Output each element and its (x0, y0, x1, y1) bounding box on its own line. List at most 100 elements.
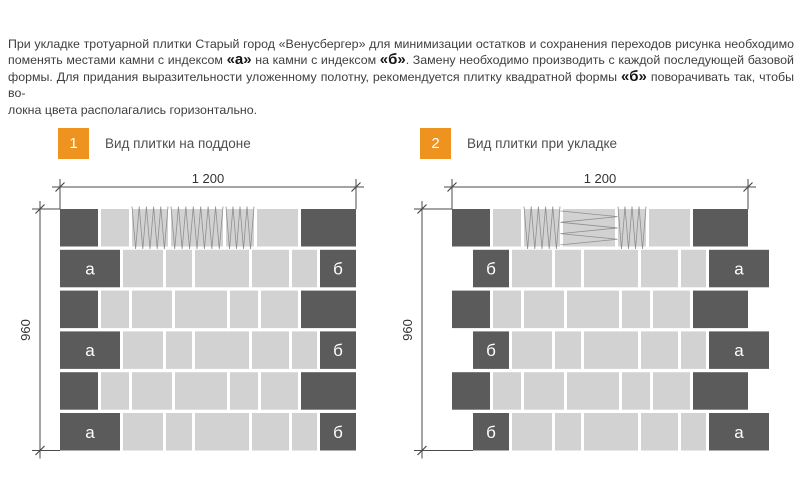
tile-light (653, 372, 690, 410)
tile-light (261, 290, 298, 329)
tile-light (171, 209, 223, 247)
tile-light (175, 372, 227, 410)
tile-dark (301, 209, 356, 247)
tile-b (320, 249, 356, 288)
tile-light (567, 290, 619, 329)
tile-a (60, 331, 120, 369)
tile-light (512, 413, 552, 451)
tile-light (622, 372, 650, 410)
tile-b (473, 331, 509, 369)
hatch-lines (560, 210, 618, 246)
tile-dark (693, 209, 748, 247)
section-2-title: Вид плитки при укладке (467, 136, 618, 151)
tile-label: а (734, 260, 744, 279)
tile-light (567, 372, 619, 410)
section-1-badge: 1 (58, 128, 89, 159)
tile-light (123, 249, 163, 288)
dimension-height-label: 960 (18, 319, 33, 341)
tile-light (618, 209, 646, 247)
tile-light (195, 331, 249, 369)
tile-light (555, 413, 581, 451)
tile-dark (60, 372, 98, 410)
tile-light (584, 249, 638, 288)
tile-light (681, 331, 706, 369)
tile-light (622, 290, 650, 329)
tile-light (101, 290, 129, 329)
intro-text-segment: . Замену необходимо производить с каждой… (405, 53, 794, 68)
intro-text-segment: поменять местами камни с индексом (8, 53, 227, 68)
intro-emphasis: «а» (226, 51, 252, 69)
tile-light (512, 249, 552, 288)
tile-b (320, 331, 356, 369)
tile-light (493, 290, 521, 329)
tile-label: б (486, 341, 496, 360)
tile-dark (693, 290, 748, 329)
tile-dark (452, 372, 490, 410)
tile-light (292, 413, 317, 451)
tile-light (226, 209, 254, 247)
intro-emphasis: «б» (379, 51, 406, 69)
tile-dark (452, 290, 490, 329)
tile-a (709, 249, 769, 288)
tile-light (230, 290, 258, 329)
tile-light (195, 413, 249, 451)
tile-light (252, 331, 289, 369)
tile-label: а (734, 423, 744, 442)
tile-dark (60, 290, 98, 329)
tile-dark (693, 372, 748, 410)
tile-light (563, 209, 615, 247)
intro-text-segment: на камни с индексом (251, 53, 380, 68)
tile-light (195, 249, 249, 288)
intro-text-segment: поворачивать так, чтобы во- (8, 69, 794, 101)
tile-label: б (333, 341, 343, 360)
tile-light (257, 209, 298, 247)
tile-dark (301, 290, 356, 329)
tile-label: а (85, 260, 95, 279)
tile-a (60, 413, 120, 451)
section-2-badge: 2 (420, 128, 451, 159)
intro-emphasis: «б» (620, 67, 647, 85)
tile-label: а (85, 423, 95, 442)
tile-light (101, 209, 129, 247)
tile-light (641, 331, 678, 369)
tile-light (166, 413, 192, 451)
dimension-width-label: 1 200 (584, 171, 617, 186)
tile-light (292, 249, 317, 288)
section-2-header: 2 Вид плитки при укладке (420, 128, 617, 159)
tile-light (123, 413, 163, 451)
tile-light (641, 249, 678, 288)
tile-label: а (734, 341, 744, 360)
tile-light (493, 209, 521, 247)
tile-light (681, 413, 706, 451)
intro-paragraph: При укладке тротуарной плитки Старый гор… (8, 36, 794, 118)
tile-dark (301, 372, 356, 410)
tile-dark (452, 209, 490, 247)
tile-light (166, 331, 192, 369)
tile-light (555, 331, 581, 369)
hatch-lines (617, 206, 647, 250)
tile-light (584, 331, 638, 369)
intro-line: При укладке тротуарной плитки Старый гор… (8, 36, 794, 52)
tile-light (292, 331, 317, 369)
tile-label: б (486, 423, 496, 442)
tile-light (524, 290, 564, 329)
intro-line: формы. Для придания выразительности улож… (8, 67, 794, 102)
tile-light (252, 413, 289, 451)
tile-light (649, 209, 690, 247)
tile-a (709, 331, 769, 369)
hatch-lines (523, 206, 561, 250)
tile-label: б (333, 423, 343, 442)
tile-label: а (85, 341, 95, 360)
hatch-lines (225, 206, 255, 250)
tile-light (132, 209, 168, 247)
tile-light (175, 290, 227, 329)
tile-light (252, 249, 289, 288)
tile-a (709, 413, 769, 451)
diagram-pallet-view: 1 200 960 а б а б а б (18, 171, 364, 459)
section-1-header: 1 Вид плитки на поддоне (58, 128, 251, 159)
tile-light (555, 249, 581, 288)
intro-line: локна цвета располагались горизонтально. (8, 102, 794, 118)
tile-label: б (486, 260, 496, 279)
intro-text-segment: формы. Для придания выразительности улож… (8, 69, 621, 84)
